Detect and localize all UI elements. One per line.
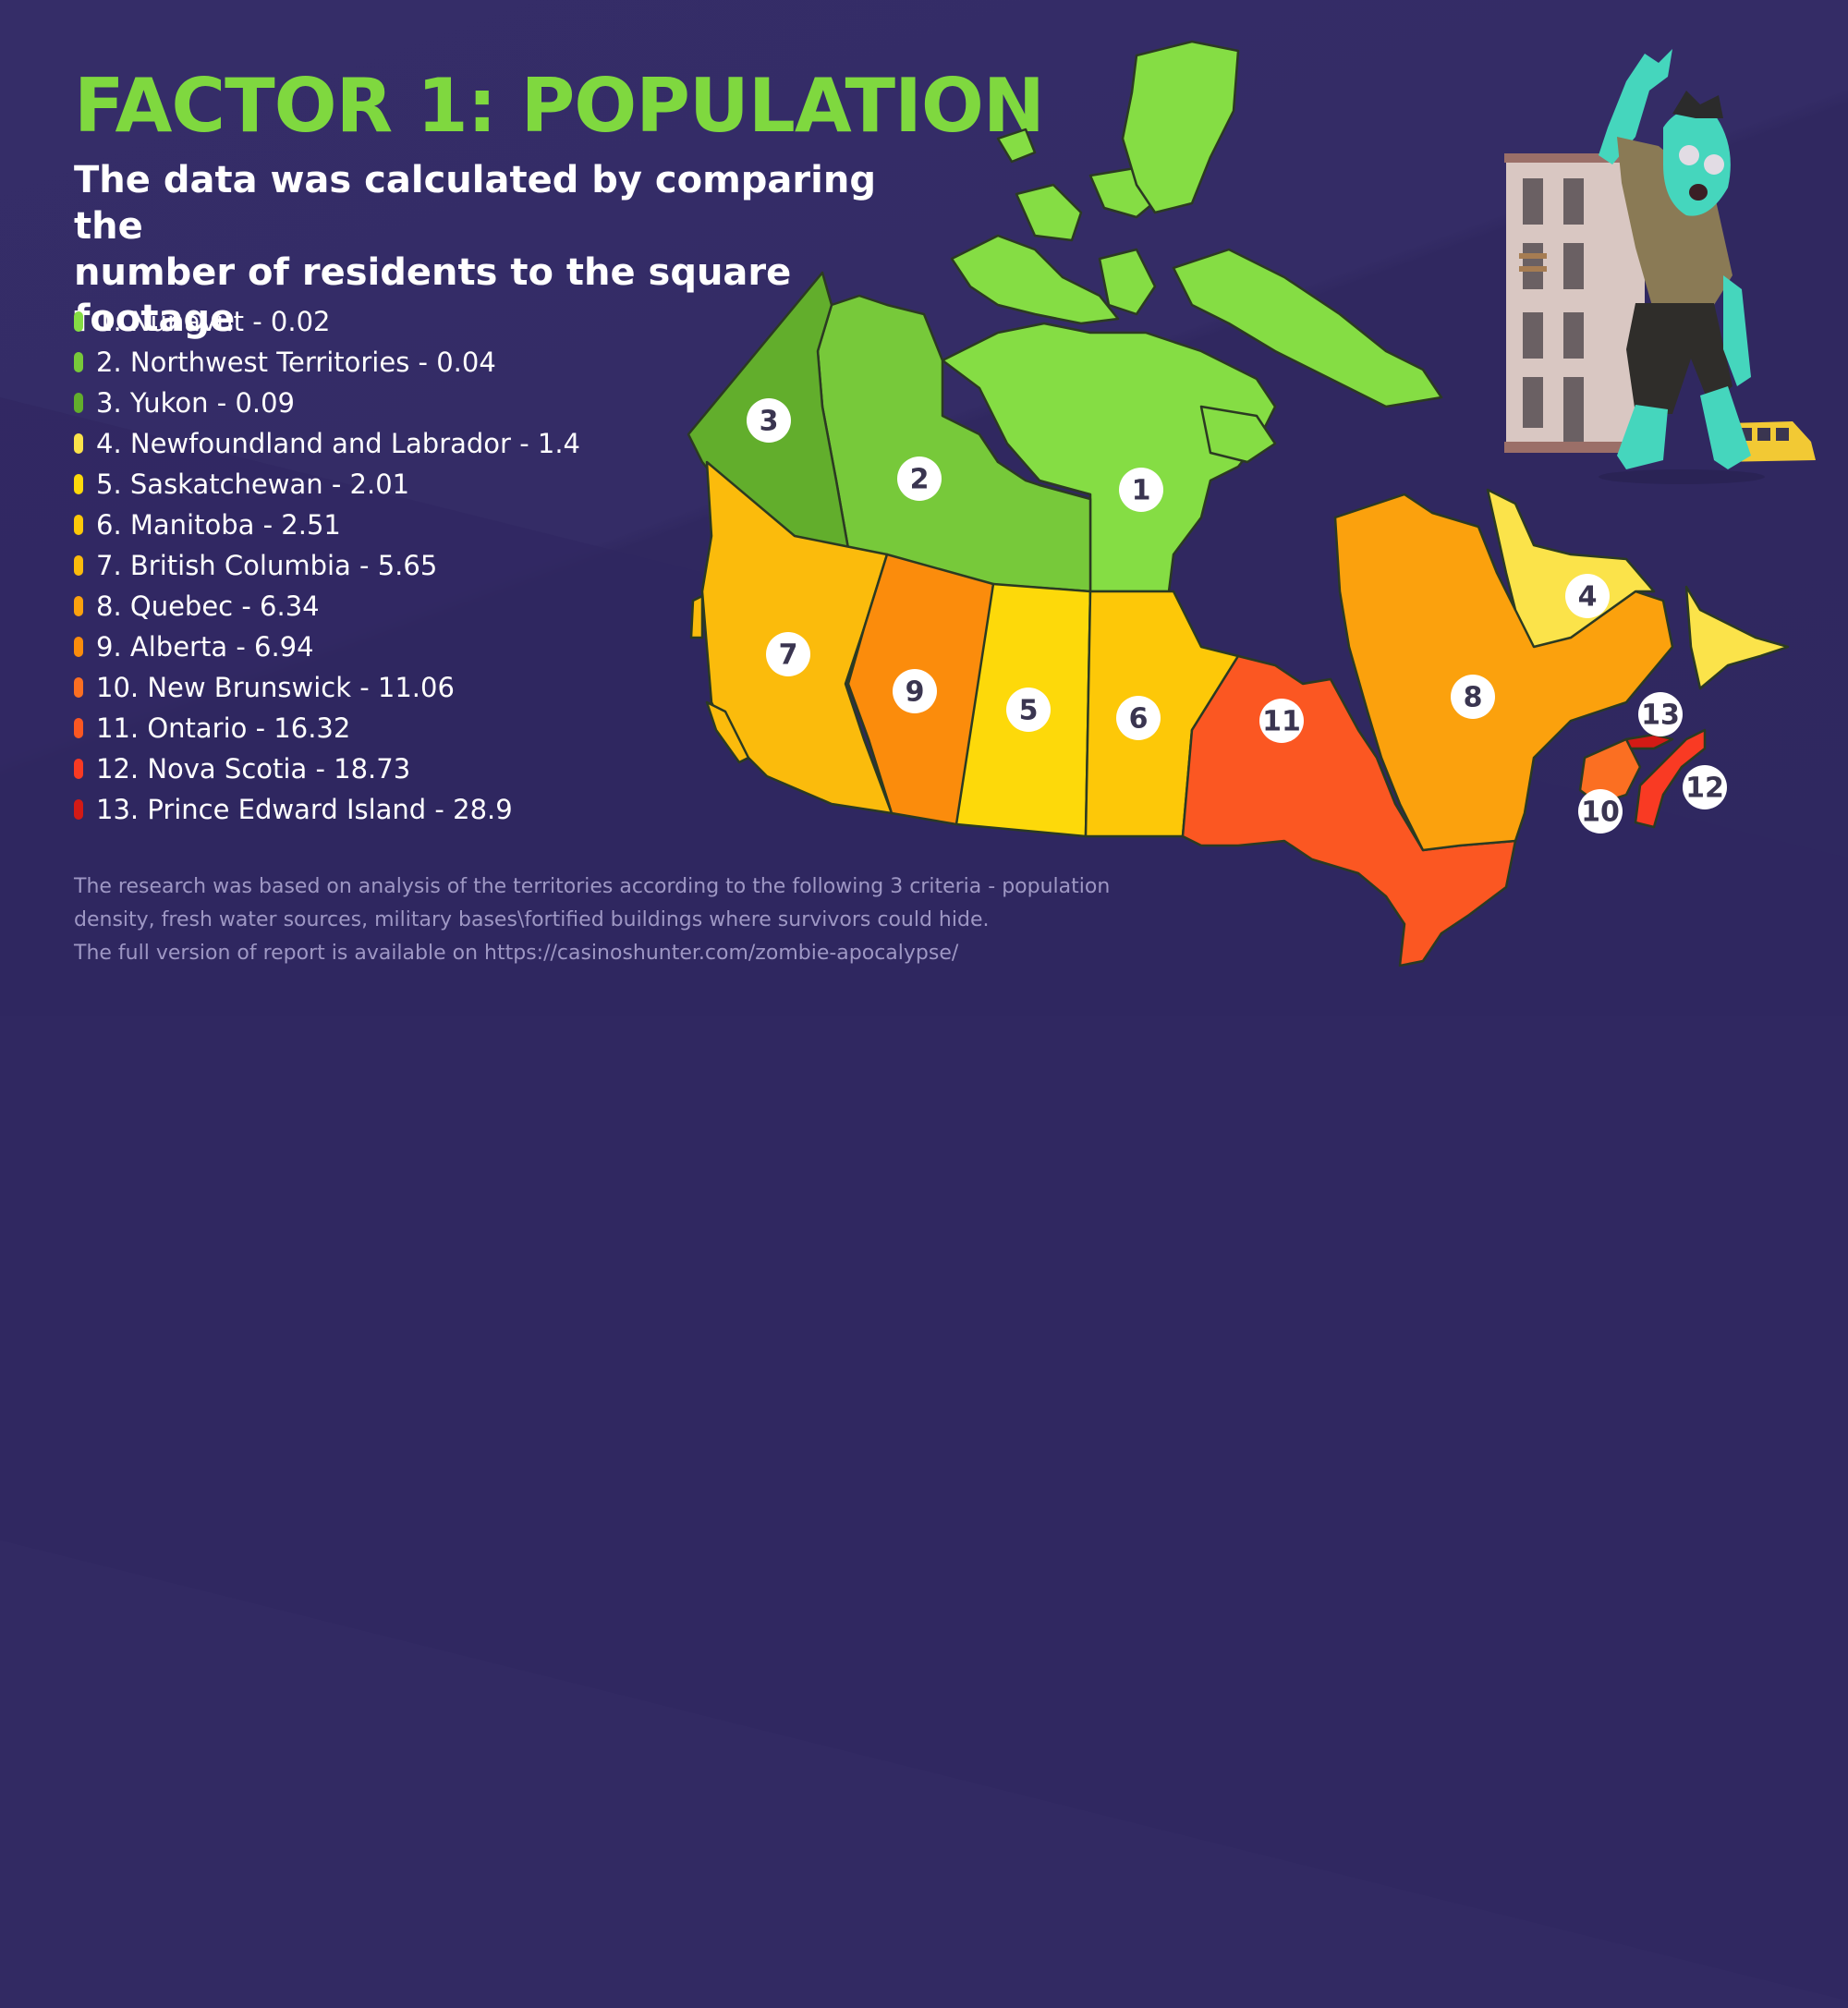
svg-text:7: 7 bbox=[779, 639, 798, 672]
footer-line-2: density, fresh water sources, military b… bbox=[74, 908, 990, 931]
legend-label: 9. Alberta - 6.94 bbox=[96, 631, 314, 663]
zombie-illustration bbox=[1504, 49, 1816, 484]
legend-label: 2. Northwest Territories - 0.04 bbox=[96, 347, 496, 378]
badge-3: 3 bbox=[747, 398, 791, 443]
badge-11: 11 bbox=[1259, 699, 1304, 743]
page-title: FACTOR 1: POPULATION bbox=[74, 63, 1045, 149]
legend-item: 3. Yukon - 0.09 bbox=[74, 383, 580, 423]
region-quebec bbox=[1333, 493, 1674, 852]
legend-label: 3. Yukon - 0.09 bbox=[96, 387, 296, 419]
region-nunavut bbox=[941, 322, 1277, 593]
legend-item: 13. Prince Edward Island - 28.9 bbox=[74, 789, 580, 830]
legend-label: 13. Prince Edward Island - 28.9 bbox=[96, 794, 513, 825]
legend-label: 5. Saskatchewan - 2.01 bbox=[96, 469, 410, 500]
region-newfoundland-labrador bbox=[1486, 488, 1656, 649]
legend-item: 10. New Brunswick - 11.06 bbox=[74, 667, 580, 708]
svg-text:5: 5 bbox=[1019, 695, 1039, 727]
region-nova-scotia bbox=[1634, 728, 1707, 829]
badge-8: 8 bbox=[1451, 675, 1495, 719]
subtitle-line-2: number of residents to the square footag… bbox=[74, 251, 792, 340]
legend-item: 12. Nova Scotia - 18.73 bbox=[74, 748, 580, 789]
badge-13: 13 bbox=[1638, 692, 1683, 736]
legend-item: 11. Ontario - 16.32 bbox=[74, 708, 580, 748]
legend-item: 2. Northwest Territories - 0.04 bbox=[74, 342, 580, 383]
svg-text:10: 10 bbox=[1581, 797, 1620, 829]
svg-text:4: 4 bbox=[1578, 581, 1598, 614]
legend-label: 7. British Columbia - 5.65 bbox=[96, 550, 438, 581]
badge-10: 10 bbox=[1578, 789, 1623, 834]
legend-color-marker bbox=[74, 352, 83, 372]
legend-item: 1. Nunavut - 0.02 bbox=[74, 301, 580, 342]
legend-label: 6. Manitoba - 2.51 bbox=[96, 509, 341, 541]
legend-label: 11. Ontario - 16.32 bbox=[96, 712, 351, 744]
legend-color-marker bbox=[74, 515, 83, 535]
legend-item: 4. Newfoundland and Labrador - 1.4 bbox=[74, 423, 580, 464]
badge-12: 12 bbox=[1683, 765, 1727, 809]
legend-color-marker bbox=[74, 718, 83, 738]
legend-label: 12. Nova Scotia - 18.73 bbox=[96, 753, 411, 785]
legend-color-marker bbox=[74, 759, 83, 779]
legend-color-marker bbox=[74, 677, 83, 698]
footer-line-1: The research was based on analysis of th… bbox=[74, 875, 1111, 898]
legend-list: 1. Nunavut - 0.02 2. Northwest Territori… bbox=[74, 301, 580, 830]
svg-text:9: 9 bbox=[906, 676, 925, 709]
svg-text:2: 2 bbox=[910, 464, 930, 496]
legend-item: 8. Quebec - 6.34 bbox=[74, 586, 580, 627]
svg-text:1: 1 bbox=[1132, 475, 1151, 507]
svg-text:13: 13 bbox=[1641, 700, 1680, 732]
legend-label: 10. New Brunswick - 11.06 bbox=[96, 672, 455, 703]
region-prince-edward-island bbox=[1624, 733, 1674, 750]
legend-color-marker bbox=[74, 311, 83, 332]
legend-color-marker bbox=[74, 555, 83, 576]
badge-2: 2 bbox=[897, 456, 942, 501]
badge-4: 4 bbox=[1565, 574, 1610, 618]
svg-text:6: 6 bbox=[1129, 703, 1149, 736]
legend-item: 5. Saskatchewan - 2.01 bbox=[74, 464, 580, 505]
legend-item: 7. British Columbia - 5.65 bbox=[74, 545, 580, 586]
legend-item: 9. Alberta - 6.94 bbox=[74, 627, 580, 667]
footer-notes: The research was based on analysis of th… bbox=[74, 870, 1110, 970]
svg-text:3: 3 bbox=[760, 406, 779, 438]
svg-text:12: 12 bbox=[1685, 773, 1724, 805]
badge-7: 7 bbox=[766, 632, 810, 676]
svg-text:8: 8 bbox=[1464, 682, 1483, 714]
map-badges: 1 2 3 4 5 6 7 8 9 10 11 12 13 bbox=[747, 398, 1727, 834]
badge-1: 1 bbox=[1119, 468, 1163, 512]
canada-map: 1 2 3 4 5 6 7 8 9 10 11 12 13 bbox=[687, 40, 1790, 967]
legend-color-marker bbox=[74, 393, 83, 413]
svg-text:11: 11 bbox=[1262, 706, 1301, 738]
building-icon bbox=[1504, 153, 1647, 453]
legend-label: 8. Quebec - 6.34 bbox=[96, 590, 320, 622]
footer-line-3: The full version of report is available … bbox=[74, 942, 959, 965]
legend-label: 1. Nunavut - 0.02 bbox=[96, 306, 331, 337]
badge-9: 9 bbox=[893, 669, 937, 713]
legend-color-marker bbox=[74, 433, 83, 454]
legend-item: 6. Manitoba - 2.51 bbox=[74, 505, 580, 545]
zombie-icon bbox=[1599, 49, 1765, 484]
legend-color-marker bbox=[74, 596, 83, 616]
legend-color-marker bbox=[74, 799, 83, 820]
legend-label: 4. Newfoundland and Labrador - 1.4 bbox=[96, 428, 580, 459]
legend-color-marker bbox=[74, 637, 83, 657]
legend-color-marker bbox=[74, 474, 83, 494]
page-subtitle: The data was calculated by comparing the… bbox=[74, 157, 906, 342]
badge-6: 6 bbox=[1116, 696, 1161, 740]
subtitle-line-1: The data was calculated by comparing the bbox=[74, 159, 876, 248]
badge-5: 5 bbox=[1006, 688, 1051, 732]
